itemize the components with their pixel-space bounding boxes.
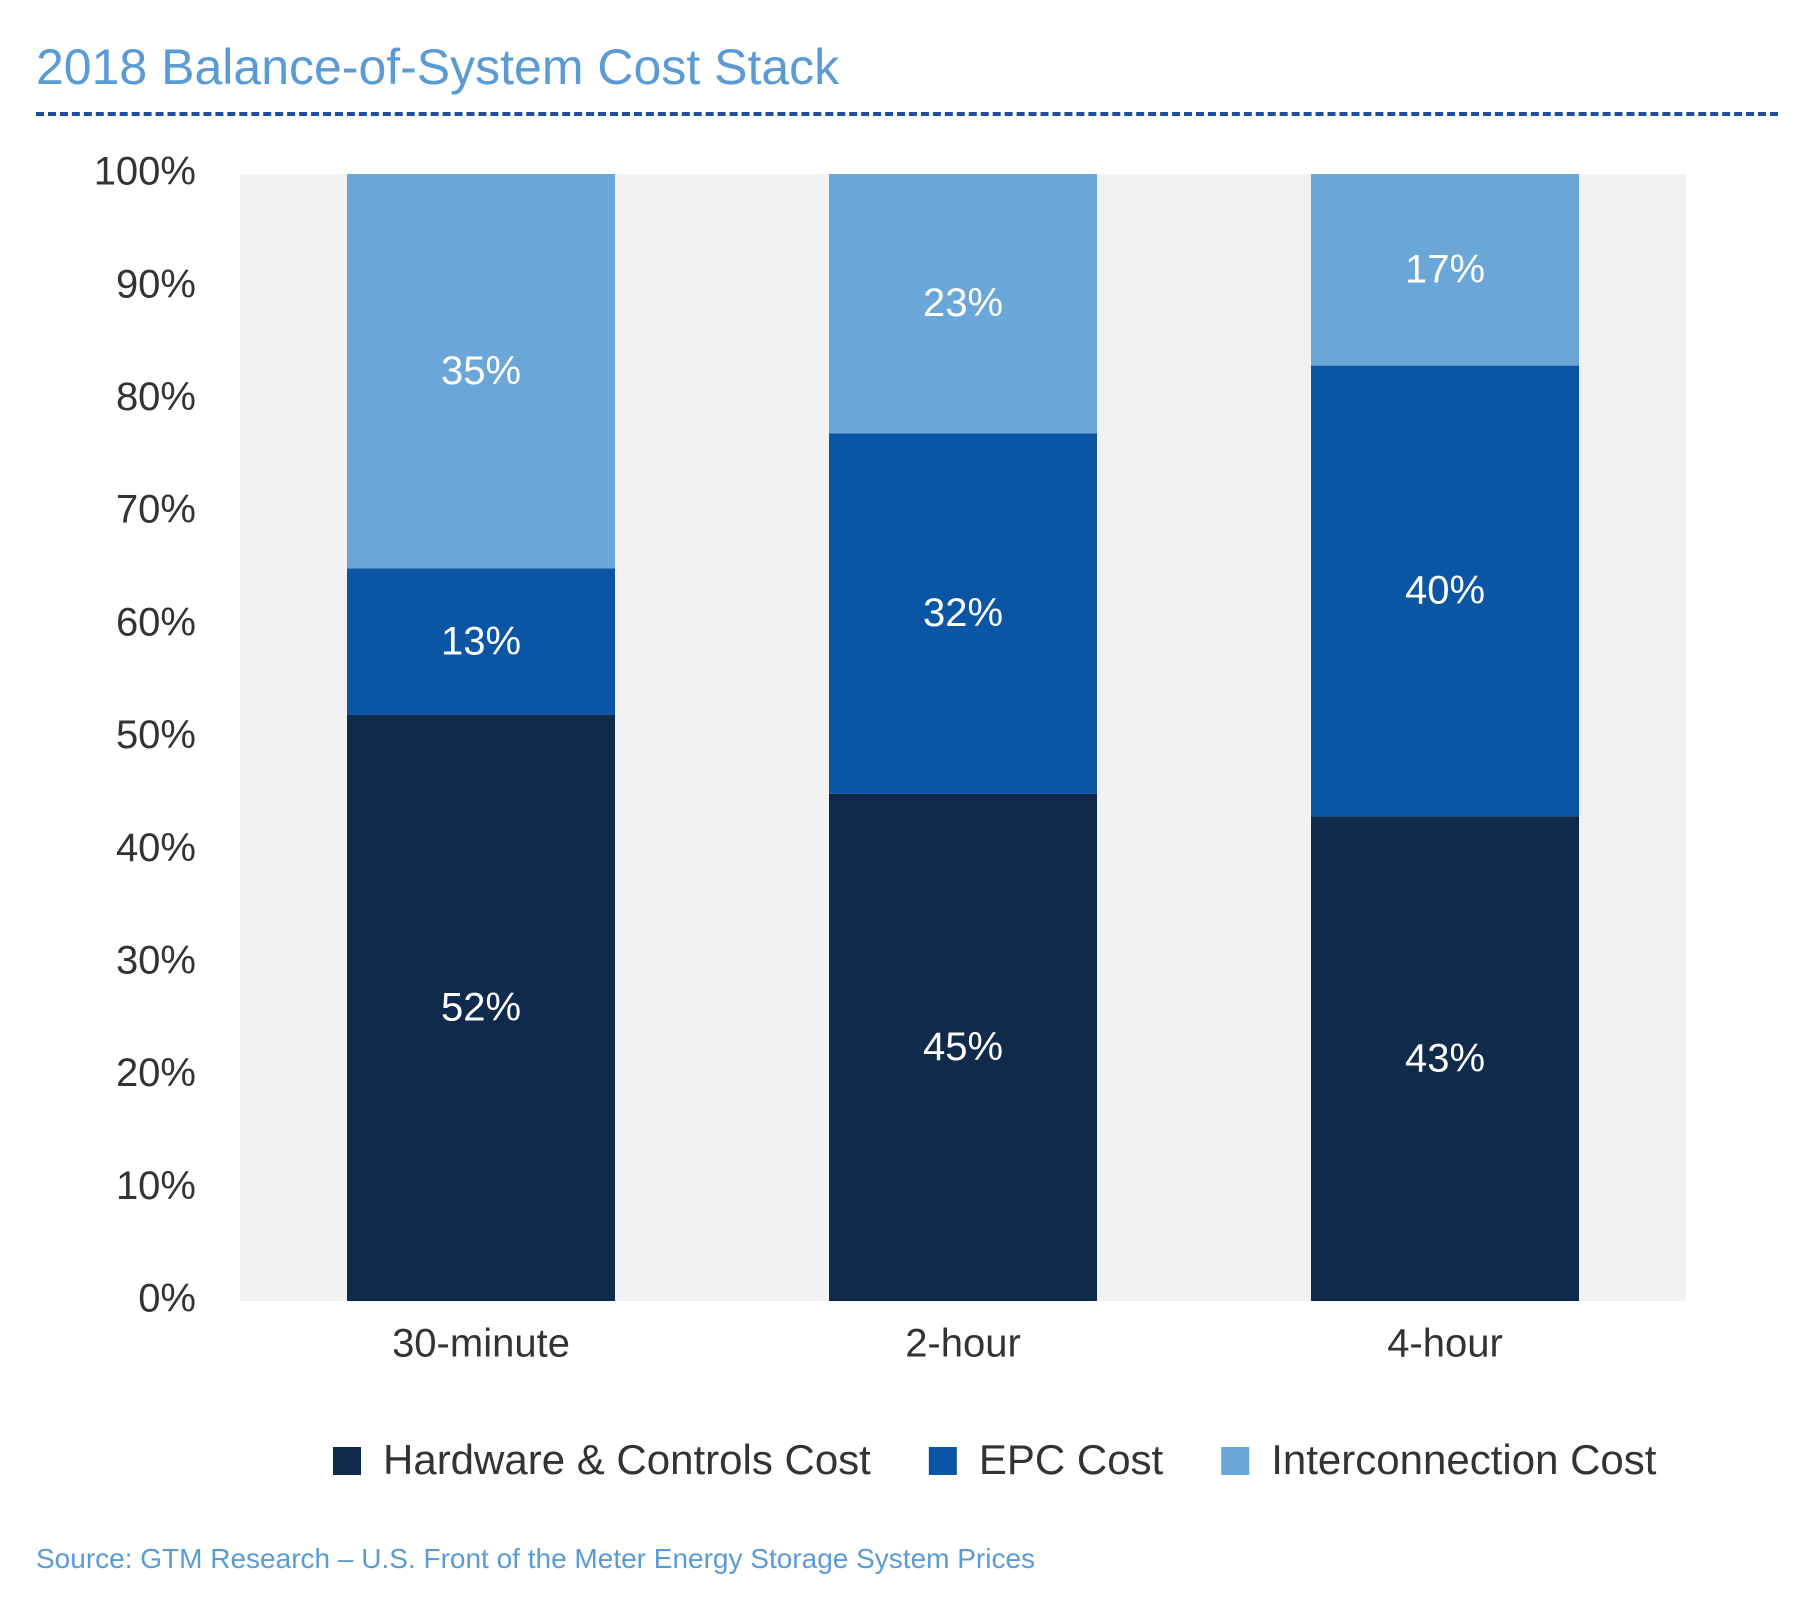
chart-title: 2018 Balance-of-System Cost Stack [36,39,840,95]
bar-segment [1311,174,1579,366]
bar-segment [829,433,1097,794]
y-tick-label: 20% [116,1051,196,1095]
title-divider [36,112,1778,116]
bar-segment [347,568,615,715]
x-tick-label: 2-hour [905,1322,1021,1366]
legend: Hardware & Controls Cost EPC Cost Intercon… [333,1436,1657,1483]
bar-segment [829,793,1097,1301]
data-label: 43% [1405,1036,1485,1080]
y-tick-label: 90% [116,262,196,306]
data-label: 35% [441,349,521,393]
y-tick-label: 10% [116,1164,196,1208]
bar-segment [1311,816,1579,1301]
data-label: 32% [923,591,1003,635]
x-tick-label: 4-hour [1387,1322,1503,1366]
y-tick-label: 0% [138,1277,196,1321]
legend-swatch [333,1447,361,1475]
y-tick-label: 80% [116,375,196,419]
y-tick-label: 60% [116,600,196,644]
x-tick-label: 30-minute [392,1322,570,1366]
x-axis: 30-minute 2-hour 4-hour [392,1322,1503,1366]
y-tick-label: 100% [94,150,196,194]
y-axis: 0% 10% 20% 30% 40% 50% 60% 70% 80% 90% 100% [94,150,196,1321]
bar-segment [1311,365,1579,817]
bar-segment [347,174,615,569]
legend-label: Hardware & Controls Cost [383,1436,871,1483]
bar-segment [829,174,1097,434]
y-tick-label: 70% [116,488,196,532]
data-label: 45% [923,1025,1003,1069]
legend-swatch [1221,1447,1250,1475]
y-tick-label: 30% [116,938,196,982]
data-label: 52% [441,986,521,1030]
data-label: 40% [1405,569,1485,613]
source-note: Source: GTM Research – U.S. Front of the… [36,1543,1036,1574]
legend-swatch [928,1447,957,1475]
data-label: 23% [923,281,1003,325]
y-tick-label: 40% [116,826,196,870]
data-label: 13% [441,619,521,663]
bars-group: 52% 13% 35% 45% 32% 23% 43% 40% 17% [347,174,1579,1301]
y-tick-label: 50% [116,713,196,757]
legend-label: Interconnection Cost [1271,1436,1657,1483]
bar-segment [347,714,615,1301]
legend-label: EPC Cost [979,1436,1164,1483]
data-label: 17% [1405,247,1485,291]
